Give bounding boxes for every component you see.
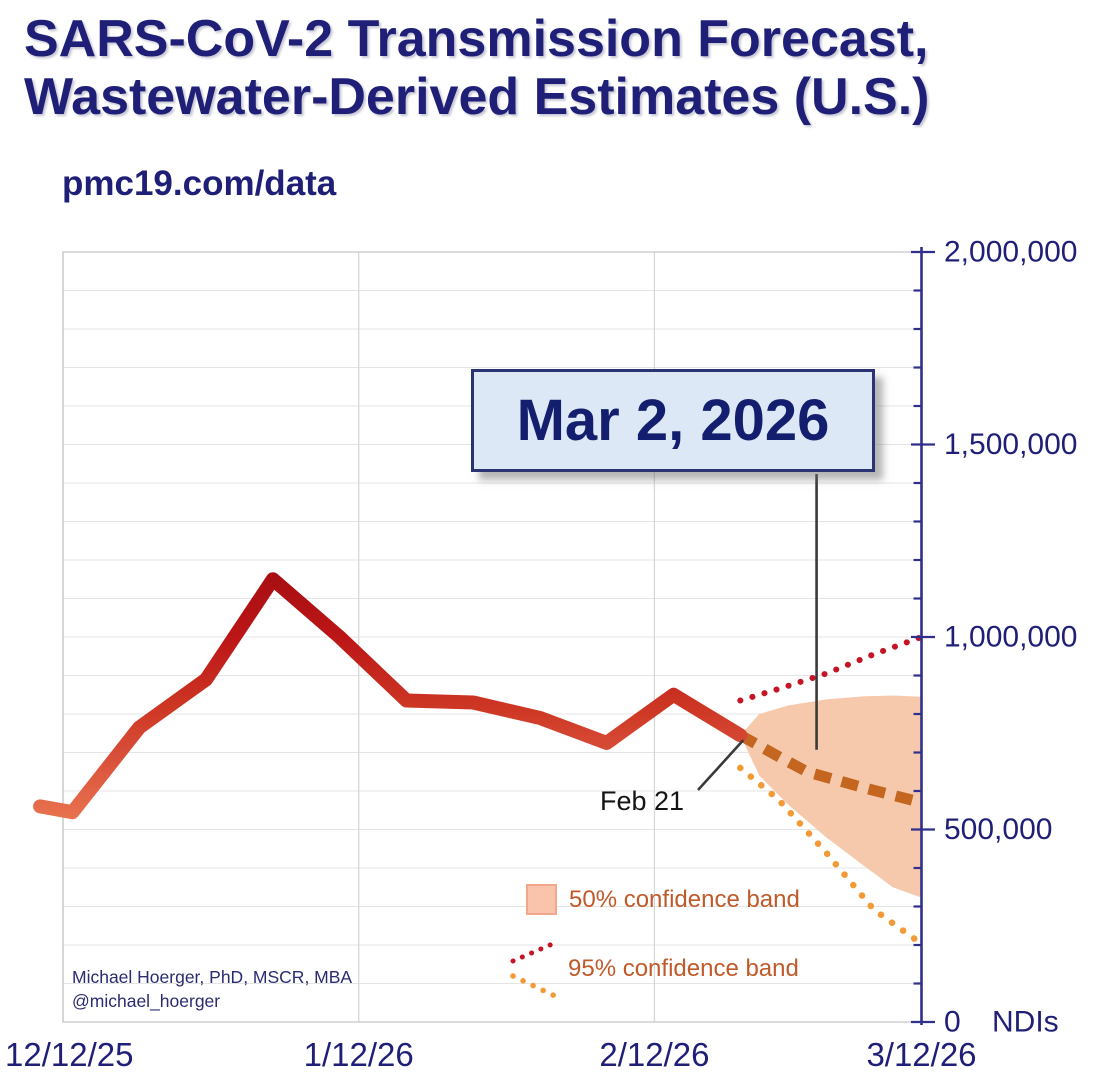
ci50-band-area — [740, 695, 922, 898]
ci95-upper-glyph-line — [510, 939, 560, 964]
y-tick-label: 1,000,000 — [944, 621, 1077, 654]
x-tick-label: 3/12/26 — [866, 1036, 976, 1073]
ci50-legend-label: 50% confidence band — [569, 885, 800, 913]
observed-line — [33, 572, 748, 820]
legend-ci50: 50% confidence band — [526, 884, 800, 915]
y-tick-label: 500,000 — [944, 813, 1052, 846]
x-tick-label: 12/12/25 — [5, 1036, 133, 1073]
title-line-1: SARS-CoV-2 Transmission Forecast, — [24, 10, 929, 68]
ci95-upper-line — [737, 634, 925, 704]
page-title: SARS-CoV-2 Transmission Forecast, Wastew… — [24, 10, 1094, 126]
feb21-callout-line — [697, 739, 745, 791]
ci50-legend-swatch — [526, 884, 557, 915]
attribution-line-2: @michael_hoerger — [72, 990, 221, 1011]
ci95-lower-line — [737, 764, 925, 948]
forecast-median-line — [737, 730, 923, 808]
y-tick-label: 0 — [944, 1006, 961, 1039]
forecast-date-callout: Mar 2, 2026 — [471, 369, 875, 472]
x-tick-label: 1/12/26 — [304, 1036, 414, 1073]
ci95-legend-label: 95% confidence band — [568, 955, 799, 982]
last-observed-annotation: Feb 21 — [600, 786, 685, 816]
x-tick-label: 2/12/26 — [599, 1036, 709, 1073]
title-line-2: Wastewater-Derived Estimates (U.S.) — [24, 68, 930, 126]
forecast-date-label: Mar 2, 2026 — [516, 388, 830, 453]
attribution-line-1: Michael Hoerger, PhD, MSCR, MBA — [72, 967, 353, 987]
ci95-legend-glyph — [510, 939, 560, 1000]
legend-ci95: 95% confidence band — [508, 938, 799, 1000]
y-axis-unit-label: NDIs — [992, 1006, 1059, 1039]
source-url: pmc19.com/data — [62, 164, 337, 203]
ci95-lower-glyph-line — [510, 973, 560, 1000]
y-tick-label: 2,000,000 — [944, 236, 1077, 269]
attribution: Michael Hoerger, PhD, MSCR, MBA @michael… — [72, 966, 352, 1013]
y-tick-label: 1,500,000 — [944, 428, 1077, 461]
